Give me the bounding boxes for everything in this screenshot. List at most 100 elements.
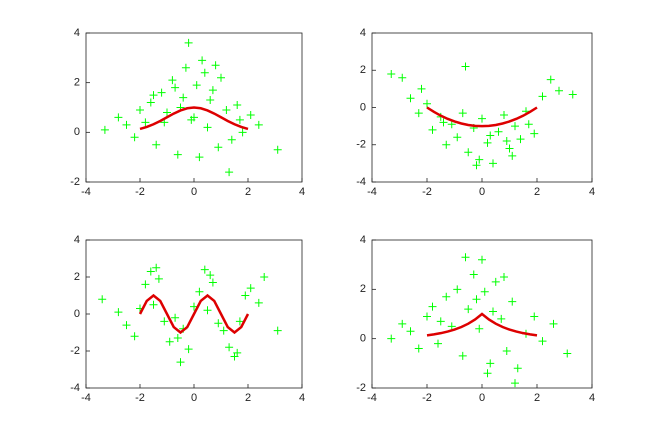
point xyxy=(436,317,445,326)
y-tick-label: 2 xyxy=(360,64,366,76)
point xyxy=(152,140,161,149)
point xyxy=(546,75,555,84)
point xyxy=(206,271,215,280)
y-tick-label: 0 xyxy=(360,101,366,113)
x-tick-label: 2 xyxy=(534,186,540,198)
point xyxy=(219,326,228,335)
line xyxy=(426,312,538,337)
point xyxy=(203,306,212,315)
y-tick-label: -2 xyxy=(70,176,80,188)
point xyxy=(453,285,462,294)
point xyxy=(442,140,451,149)
point xyxy=(246,284,255,293)
point xyxy=(491,277,500,286)
point xyxy=(458,351,467,360)
point xyxy=(208,86,217,95)
point xyxy=(246,110,255,119)
point xyxy=(464,305,473,314)
point xyxy=(472,295,481,304)
point xyxy=(171,83,180,92)
point xyxy=(500,110,508,119)
point xyxy=(114,308,123,317)
point xyxy=(480,287,489,296)
point xyxy=(260,273,269,281)
point xyxy=(478,114,486,123)
point xyxy=(568,90,577,99)
x-tick-label: 2 xyxy=(245,392,251,404)
point xyxy=(464,148,473,157)
point xyxy=(122,120,131,129)
y-tick-label: -2 xyxy=(70,345,80,357)
point xyxy=(233,348,242,357)
x-tick-label: 0 xyxy=(191,392,197,404)
point xyxy=(398,319,407,328)
point xyxy=(417,84,426,93)
point xyxy=(157,88,166,97)
plot-area xyxy=(387,62,577,170)
point xyxy=(423,312,431,321)
y-tick-label: 2 xyxy=(74,271,80,283)
point xyxy=(483,138,492,147)
point xyxy=(439,118,448,127)
x-tick-label: 2 xyxy=(245,186,251,198)
plot-area xyxy=(100,38,282,177)
plot-area xyxy=(387,253,572,388)
point xyxy=(154,274,163,283)
point xyxy=(152,263,161,272)
point xyxy=(406,94,415,103)
point xyxy=(173,150,182,159)
point xyxy=(508,297,517,306)
point xyxy=(497,314,506,323)
point xyxy=(241,291,250,300)
point xyxy=(555,86,563,95)
point xyxy=(461,62,470,71)
line xyxy=(426,106,538,128)
point xyxy=(511,122,519,131)
y-tick-label: 2 xyxy=(74,77,80,89)
point xyxy=(500,273,508,281)
point xyxy=(208,278,217,287)
point xyxy=(141,118,150,127)
x-tick-label: 0 xyxy=(479,186,485,198)
point xyxy=(200,265,209,274)
point xyxy=(195,153,204,162)
line xyxy=(138,293,250,335)
point xyxy=(190,113,198,122)
point xyxy=(538,337,547,346)
point xyxy=(458,109,467,118)
y-tick-label: -2 xyxy=(356,139,366,151)
point xyxy=(198,56,207,65)
point xyxy=(141,280,150,289)
point xyxy=(184,38,193,47)
point xyxy=(146,98,155,107)
plot-area xyxy=(98,263,282,367)
x-tick-label: -4 xyxy=(81,392,91,404)
point xyxy=(179,93,188,102)
point xyxy=(489,159,497,168)
y-tick-label: 4 xyxy=(360,234,366,246)
point xyxy=(505,144,514,153)
point xyxy=(181,63,190,72)
point xyxy=(434,339,442,348)
point xyxy=(472,161,481,170)
point xyxy=(563,349,572,358)
point xyxy=(453,133,462,142)
point xyxy=(273,145,282,154)
point xyxy=(494,127,503,136)
point xyxy=(538,92,547,101)
point xyxy=(428,125,437,134)
point xyxy=(414,109,423,118)
point xyxy=(171,313,180,322)
point xyxy=(387,69,396,78)
point xyxy=(406,327,415,336)
point xyxy=(149,300,158,309)
x-tick-label: -2 xyxy=(135,392,145,404)
point xyxy=(524,120,533,129)
line xyxy=(139,106,249,131)
x-tick-label: -2 xyxy=(135,186,145,198)
point xyxy=(222,105,231,114)
point xyxy=(200,68,209,77)
point xyxy=(486,131,495,140)
x-tick-label: 4 xyxy=(299,186,305,198)
y-tick-label: -2 xyxy=(356,382,366,394)
